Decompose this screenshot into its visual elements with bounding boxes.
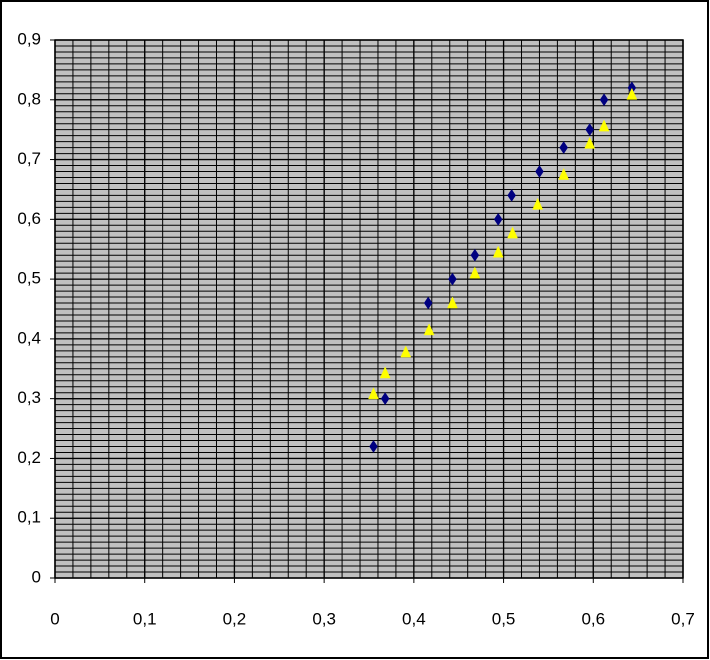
data-point xyxy=(448,272,457,286)
y-tick-label: 0,4 xyxy=(17,328,41,347)
data-point xyxy=(423,323,435,336)
y-tick-label: 0,3 xyxy=(17,388,41,407)
data-point xyxy=(532,197,544,210)
data-point xyxy=(559,141,568,155)
x-tick-label: 0,1 xyxy=(133,609,157,628)
x-tick-label: 0,3 xyxy=(312,609,336,628)
data-point xyxy=(379,366,391,379)
data-point xyxy=(380,392,390,406)
x-tick-label: 0,2 xyxy=(223,609,247,628)
y-tick-label: 0,9 xyxy=(17,29,41,48)
data-point xyxy=(584,136,596,149)
x-tick-label: 0,7 xyxy=(671,609,695,628)
data-point xyxy=(492,245,504,258)
data-point xyxy=(599,93,609,107)
data-point xyxy=(447,296,458,309)
data-point xyxy=(469,266,481,279)
data-point xyxy=(598,119,610,132)
y-tick-label: 0,6 xyxy=(17,209,41,228)
y-tick-label: 0,1 xyxy=(17,508,41,527)
y-tick-label: 0,2 xyxy=(17,448,41,467)
data-point xyxy=(493,212,503,226)
data-point xyxy=(585,123,594,137)
data-point xyxy=(626,87,638,100)
y-tick-label: 0,5 xyxy=(17,269,41,288)
data-point xyxy=(470,248,480,262)
x-tick-label: 0,4 xyxy=(402,609,426,628)
data-point xyxy=(507,226,518,239)
y-tick-label: 0 xyxy=(32,567,41,586)
data-point xyxy=(400,345,412,358)
y-tick-label: 0,7 xyxy=(17,149,41,168)
x-tick-label: 0,6 xyxy=(581,609,605,628)
x-tick-label: 0 xyxy=(50,609,59,628)
data-point xyxy=(369,440,378,453)
data-point xyxy=(507,188,516,202)
data-point xyxy=(535,165,544,178)
data-point xyxy=(368,387,379,400)
data-point xyxy=(423,296,433,310)
data-point xyxy=(558,167,570,180)
plot-border xyxy=(54,39,684,579)
x-tick-label: 0,5 xyxy=(492,609,516,628)
y-tick-label: 0,8 xyxy=(17,89,41,108)
